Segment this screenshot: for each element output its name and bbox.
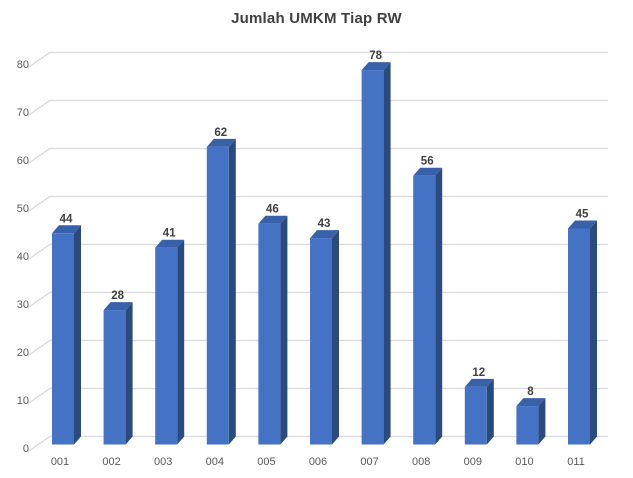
ytick-label-60: 60	[17, 155, 29, 167]
value-label-001: 44	[60, 213, 73, 225]
bar-001-side-face	[74, 225, 81, 445]
bar-011	[568, 228, 590, 445]
ytick-label-30: 30	[17, 299, 29, 311]
bar-004-top-face	[206, 138, 236, 147]
xtick-label-011: 011	[567, 456, 585, 468]
bar-008	[413, 175, 436, 445]
gridline-60	[27, 147, 608, 164]
bar-009-side-face	[486, 378, 494, 445]
bar-005	[258, 223, 281, 445]
xtick-label-003: 003	[154, 456, 172, 468]
bar-005-top-face	[258, 215, 288, 224]
chart-title: Jumlah UMKM Tiap RW	[231, 10, 402, 27]
xtick-label-010: 010	[515, 456, 533, 468]
xtick-label-008: 008	[412, 456, 430, 468]
bar-007-side-face	[383, 62, 391, 445]
gridline-70	[27, 99, 608, 116]
bar-007	[361, 70, 384, 445]
ytick-label-70: 70	[17, 107, 29, 119]
xtick-label-009: 009	[464, 456, 482, 468]
bar-010	[516, 406, 539, 445]
bar-006-side-face	[332, 230, 339, 445]
bar-001-top-face	[52, 225, 81, 234]
bar-002	[103, 310, 126, 445]
value-label-008: 56	[421, 156, 434, 168]
ytick-label-20: 20	[17, 347, 29, 359]
bar-005-side-face	[280, 215, 288, 445]
bar-011-side-face	[590, 220, 597, 445]
value-label-009: 12	[472, 367, 485, 379]
gridline-50	[27, 195, 608, 212]
bar-008-side-face	[435, 167, 443, 445]
bar-010-side-face	[538, 398, 546, 445]
ytick-label-0: 0	[23, 443, 29, 455]
gridline-80	[27, 51, 608, 68]
value-label-004: 62	[214, 127, 227, 139]
bar-003-side-face	[177, 239, 185, 445]
value-label-006: 43	[318, 218, 331, 230]
xtick-label-006: 006	[309, 456, 327, 468]
bar-004	[206, 146, 229, 445]
bar-003	[155, 247, 178, 445]
bar-002-top-face	[103, 302, 133, 311]
ytick-label-50: 50	[17, 203, 29, 215]
value-label-005: 46	[266, 204, 279, 216]
value-label-010: 8	[527, 386, 534, 398]
bar-009	[464, 386, 487, 445]
ytick-label-80: 80	[17, 59, 29, 71]
xtick-label-002: 002	[102, 456, 120, 468]
bar-003-top-face	[155, 239, 185, 248]
value-label-011: 45	[576, 209, 589, 221]
xtick-label-004: 004	[206, 456, 224, 468]
bar-009-top-face	[464, 378, 494, 387]
xtick-label-007: 007	[360, 456, 378, 468]
bar-010-top-face	[516, 398, 546, 407]
bar-006	[310, 238, 332, 445]
value-label-007: 78	[369, 50, 382, 62]
ytick-label-10: 10	[17, 395, 29, 407]
ytick-label-40: 40	[17, 251, 29, 263]
bar-002-side-face	[125, 302, 133, 445]
bar-011-top-face	[568, 220, 597, 229]
bar-007-top-face	[361, 62, 391, 71]
value-label-002: 28	[111, 290, 124, 302]
xtick-label-005: 005	[257, 456, 275, 468]
bar-001	[52, 233, 74, 445]
bar-008-top-face	[413, 167, 443, 176]
value-label-003: 41	[163, 228, 176, 240]
bar-006-top-face	[310, 230, 339, 239]
xtick-label-001: 001	[51, 456, 69, 468]
bar-004-side-face	[228, 138, 236, 445]
